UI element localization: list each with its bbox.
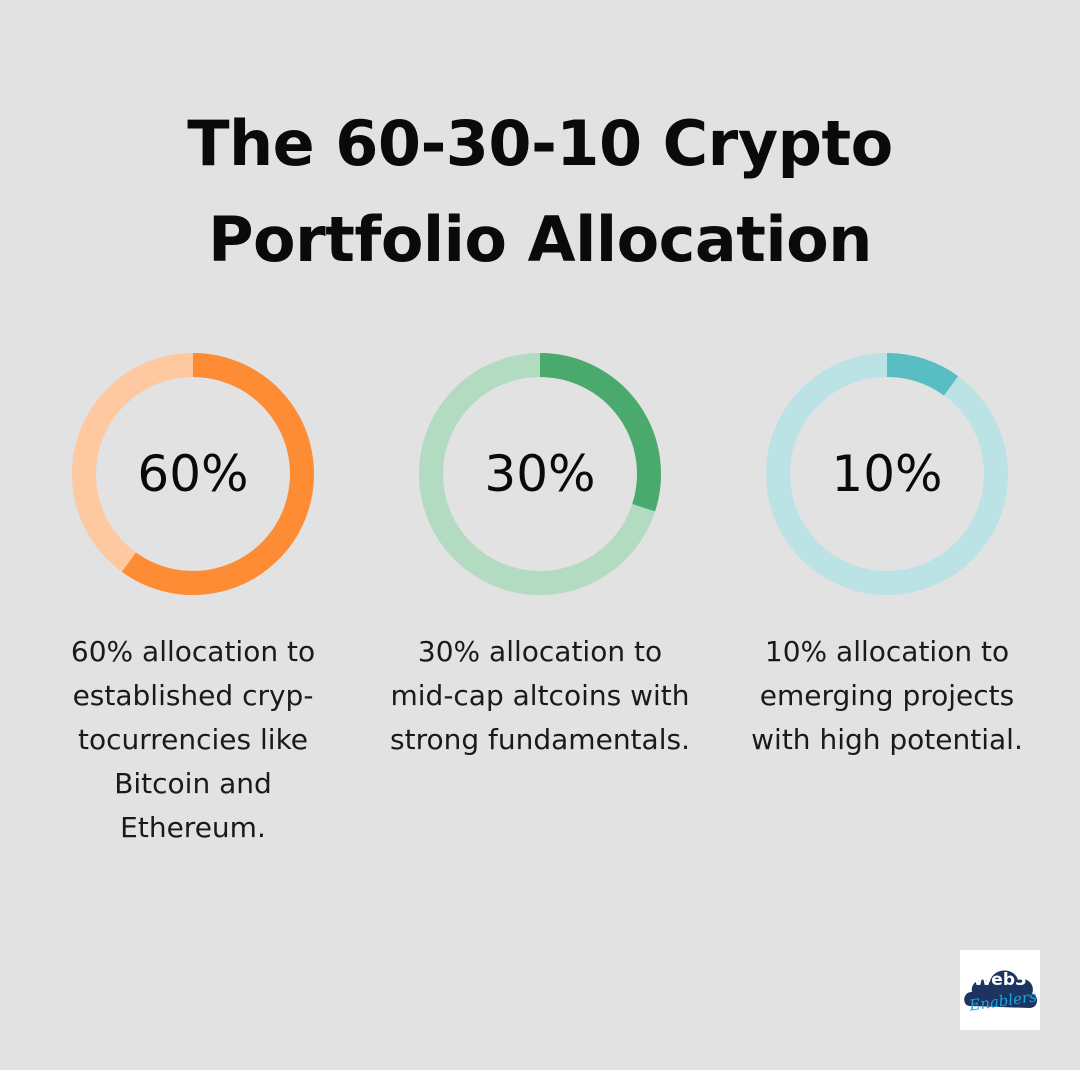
donut-svg-30 xyxy=(419,353,661,595)
title-line-2: Portfolio Allocation xyxy=(208,203,872,276)
logo-text: Web3 xyxy=(973,970,1027,990)
description-line: 60% allocation to xyxy=(70,635,316,668)
donut-arc-30 xyxy=(539,353,661,512)
description-line: with high potential. xyxy=(751,723,1023,756)
donut-svg-60 xyxy=(72,353,314,595)
donut-arc-10 xyxy=(886,353,959,396)
description-line: Bitcoin and xyxy=(114,767,272,800)
allocation-item-60: 60% 60% allocation to established cryp- … xyxy=(23,352,363,850)
donut-chart-60: 60% xyxy=(71,352,315,596)
description-line: established cryp- xyxy=(72,679,314,712)
allocation-item-30: 30% 30% allocation to mid-cap altcoins w… xyxy=(370,352,710,762)
description-line: tocurrencies like xyxy=(77,723,309,756)
description-60: 60% allocation to established cryp- tocu… xyxy=(23,630,363,850)
description-10: 10% allocation to emerging projects with… xyxy=(717,630,1057,762)
cloud-icon xyxy=(964,970,1038,1008)
description-line: mid-cap altcoins with xyxy=(390,679,690,712)
donut-chart-30: 30% xyxy=(418,352,662,596)
web3-enablers-logo: Web3 Enablers xyxy=(960,950,1040,1030)
description-line: strong fundamentals. xyxy=(390,723,690,756)
page-title: The 60-30-10 Crypto Portfolio Allocation xyxy=(0,96,1080,288)
donut-chart-10: 10% xyxy=(765,352,1009,596)
percentage-label-60: 60% xyxy=(137,445,249,503)
description-30: 30% allocation to mid-cap altcoins with … xyxy=(370,630,710,762)
allocation-item-10: 10% 10% allocation to emerging projects … xyxy=(717,352,1057,762)
percentage-label-30: 30% xyxy=(484,445,596,503)
donut-arc-60 xyxy=(121,353,314,595)
description-line: 10% allocation to xyxy=(764,635,1010,668)
description-line: 30% allocation to xyxy=(417,635,663,668)
description-line: emerging projects xyxy=(759,679,1015,712)
donut-svg-10 xyxy=(766,353,1008,595)
title-line-1: The 60-30-10 Crypto xyxy=(187,107,893,180)
percentage-label-10: 10% xyxy=(831,445,943,503)
cloud-shape xyxy=(964,970,1038,1008)
description-line: Ethereum. xyxy=(120,811,266,844)
